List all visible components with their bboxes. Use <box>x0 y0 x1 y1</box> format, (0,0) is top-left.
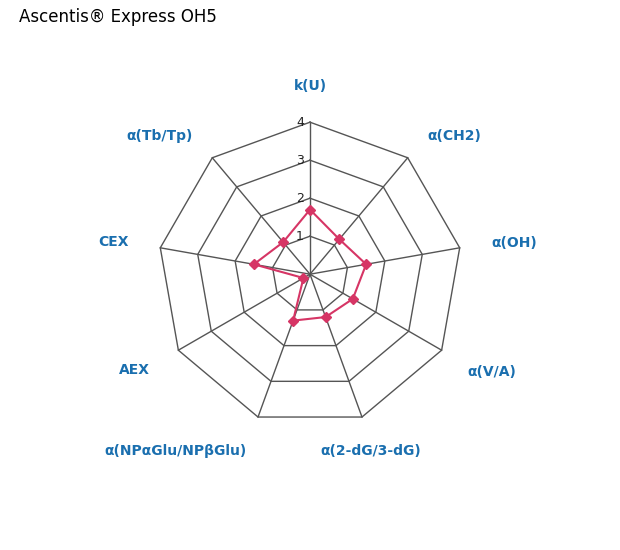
Text: α(CH2): α(CH2) <box>427 129 481 144</box>
Text: Ascentis® Express OH5: Ascentis® Express OH5 <box>19 8 216 26</box>
Text: 2: 2 <box>296 192 304 205</box>
Text: 4: 4 <box>296 116 304 129</box>
Text: 3: 3 <box>296 153 304 167</box>
Text: α(OH): α(OH) <box>491 236 537 250</box>
Text: AEX: AEX <box>119 363 150 377</box>
Text: CEX: CEX <box>99 235 129 249</box>
Text: α(2-dG/3-dG): α(2-dG/3-dG) <box>321 444 421 458</box>
Text: α(NPαGlu/NPβGlu): α(NPαGlu/NPβGlu) <box>104 444 246 458</box>
Text: k(U): k(U) <box>293 79 327 94</box>
Text: α(Tb/Tp): α(Tb/Tp) <box>126 129 193 144</box>
Text: α(V/A): α(V/A) <box>467 365 516 378</box>
Text: 1: 1 <box>296 230 304 243</box>
